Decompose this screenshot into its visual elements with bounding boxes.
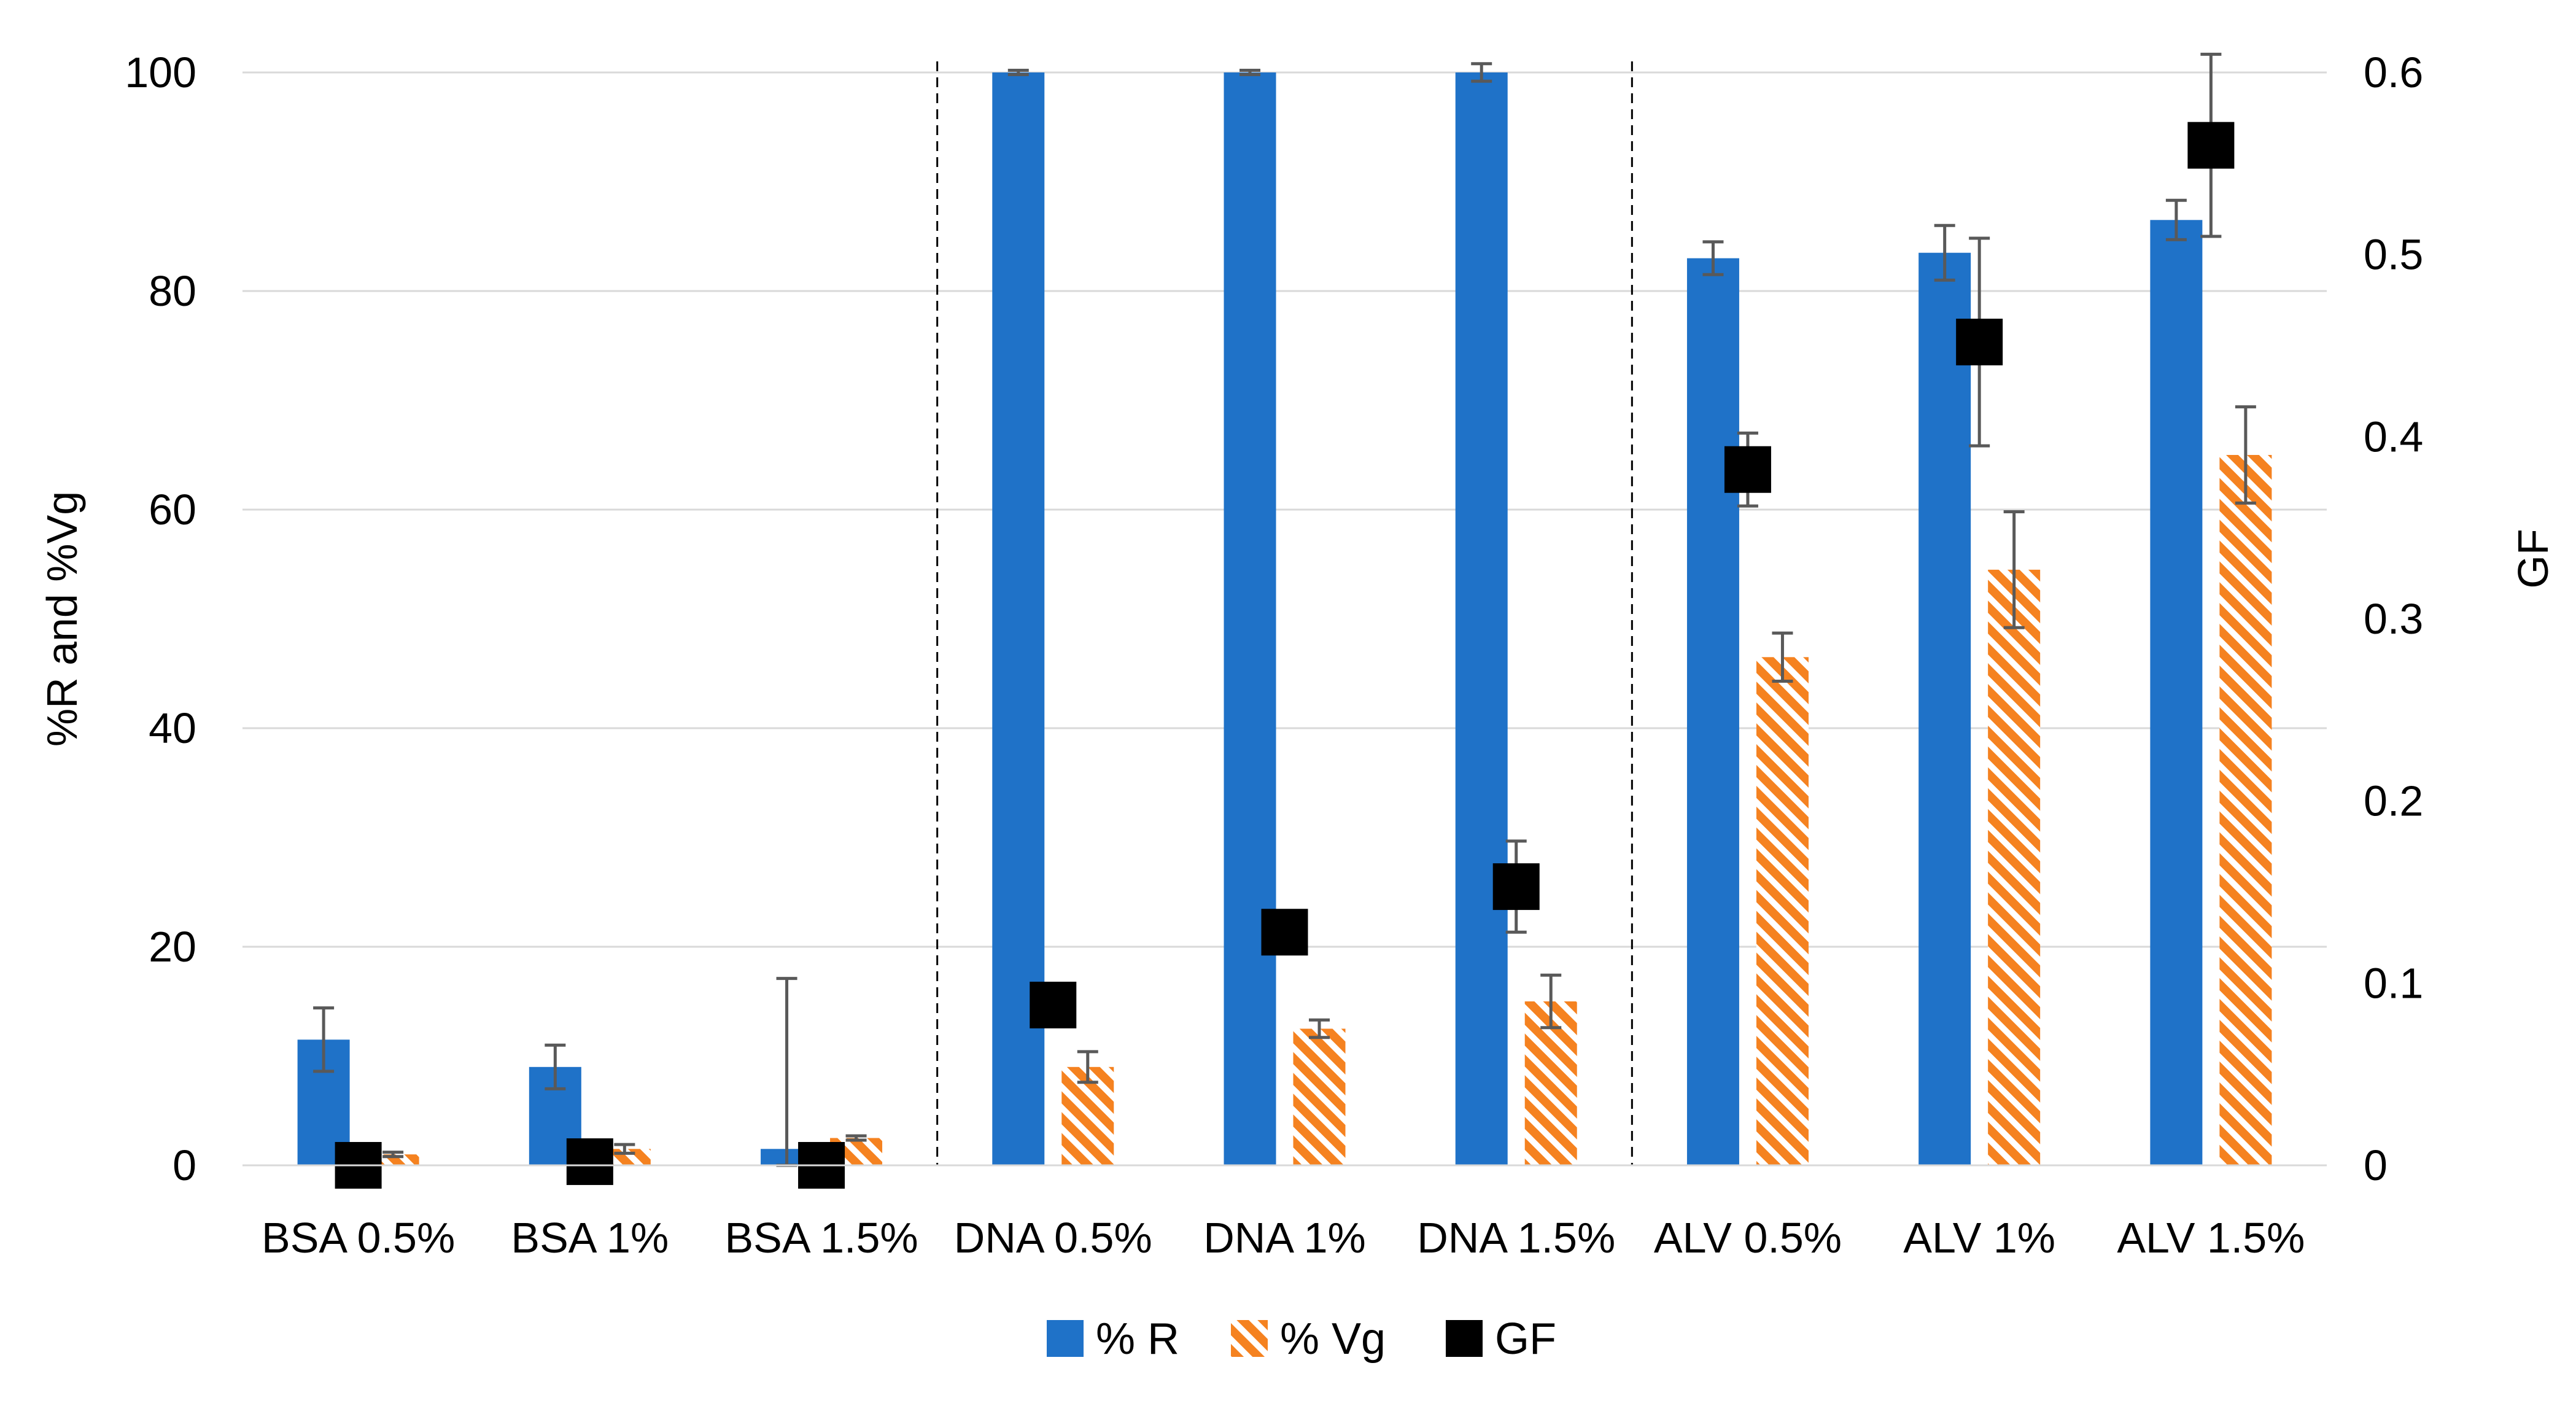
legend-label: GF (1495, 1315, 1556, 1364)
y2-tick-label: 0.1 (2364, 959, 2423, 1007)
legend-swatch (1047, 1320, 1084, 1357)
legend-swatch (1231, 1320, 1268, 1357)
y-tick-label: 80 (149, 267, 196, 315)
error-bar (1077, 1050, 1098, 1084)
y2-tick-label: 0 (2364, 1141, 2388, 1189)
bar-vg (1293, 1028, 1346, 1165)
x-tick-label: DNA 1.5% (1417, 1214, 1615, 1262)
error-bar (313, 1006, 335, 1073)
bar-vg (2219, 455, 2272, 1165)
y-axis-title: %R and %Vg (38, 491, 86, 747)
bar-vg (1988, 569, 2041, 1165)
y2-tick-label: 0.5 (2364, 231, 2423, 279)
x-tick-label: DNA 0.5% (954, 1214, 1152, 1262)
gf-marker (1030, 981, 1077, 1028)
error-bar (1240, 68, 1260, 77)
error-bar (545, 1043, 566, 1090)
bar-vg (1756, 657, 1809, 1165)
bar-r (1455, 72, 1508, 1165)
error-bar (1702, 240, 1724, 276)
y2-tick-label: 0.2 (2364, 777, 2423, 825)
legend-item-gf[interactable]: GF (1446, 1315, 1556, 1364)
x-tick-label: ALV 1.5% (2117, 1214, 2305, 1262)
legend-swatch (1446, 1320, 1483, 1357)
gf-marker (1956, 319, 2003, 366)
legend-label: % R (1096, 1315, 1179, 1364)
error-bar (776, 977, 797, 1167)
gf-marker (2187, 122, 2235, 169)
y2-tick-label: 0.6 (2364, 49, 2423, 96)
y-tick-label: 40 (149, 704, 196, 752)
y2-axis-title: GF (2509, 529, 2557, 588)
bar-r (1918, 252, 1971, 1166)
error-bar (1540, 973, 1562, 1030)
x-tick-label: BSA 1% (511, 1214, 669, 1262)
error-bar (2003, 510, 2025, 629)
bar-r (1686, 258, 1739, 1166)
bar-r (2150, 220, 2203, 1165)
legend[interactable]: % R % Vg GF (1047, 1315, 1556, 1364)
x-tick-label: ALV 1% (1903, 1214, 2055, 1262)
x-tick-label: ALV 0.5% (1654, 1214, 1842, 1262)
error-bar (2165, 198, 2187, 241)
bars (297, 72, 2272, 1166)
error-bar (1309, 1018, 1330, 1039)
y-tick-label: 60 (149, 486, 196, 534)
y-tick-label: 0 (173, 1141, 196, 1189)
gf-marker (566, 1138, 613, 1186)
x-tick-label: DNA 1% (1203, 1214, 1366, 1262)
y2-tick-label: 0.3 (2364, 595, 2423, 643)
gf-marker (1724, 446, 1771, 493)
legend-item-vg[interactable]: % Vg (1231, 1315, 1386, 1364)
axes: 0 20 40 60 80 100 0 0.1 0.2 0.3 0.4 0.5 0.6 %R and %V… (38, 49, 2557, 1262)
error-bar (1772, 631, 1793, 683)
x-tick-label: BSA 1.5% (724, 1214, 918, 1262)
bar-r (1224, 72, 1276, 1165)
error-bar (1007, 68, 1029, 77)
legend-label: % Vg (1280, 1315, 1386, 1364)
gf-marker (1492, 863, 1540, 911)
error-bar (382, 1151, 404, 1159)
y-tick-label: 20 (149, 923, 196, 971)
x-tick-label: BSA 0.5% (262, 1214, 455, 1262)
group-separators (936, 61, 1633, 1165)
legend-item-r[interactable]: % R (1047, 1315, 1179, 1364)
error-bar (2235, 405, 2256, 505)
gf-marker (1261, 909, 1308, 956)
y-tick-label: 100 (125, 49, 196, 96)
error-bar (1934, 223, 1955, 282)
error-bar (845, 1134, 867, 1142)
y2-tick-label: 0.4 (2364, 413, 2423, 460)
error-bar (614, 1143, 635, 1155)
error-bar (1471, 62, 1492, 83)
